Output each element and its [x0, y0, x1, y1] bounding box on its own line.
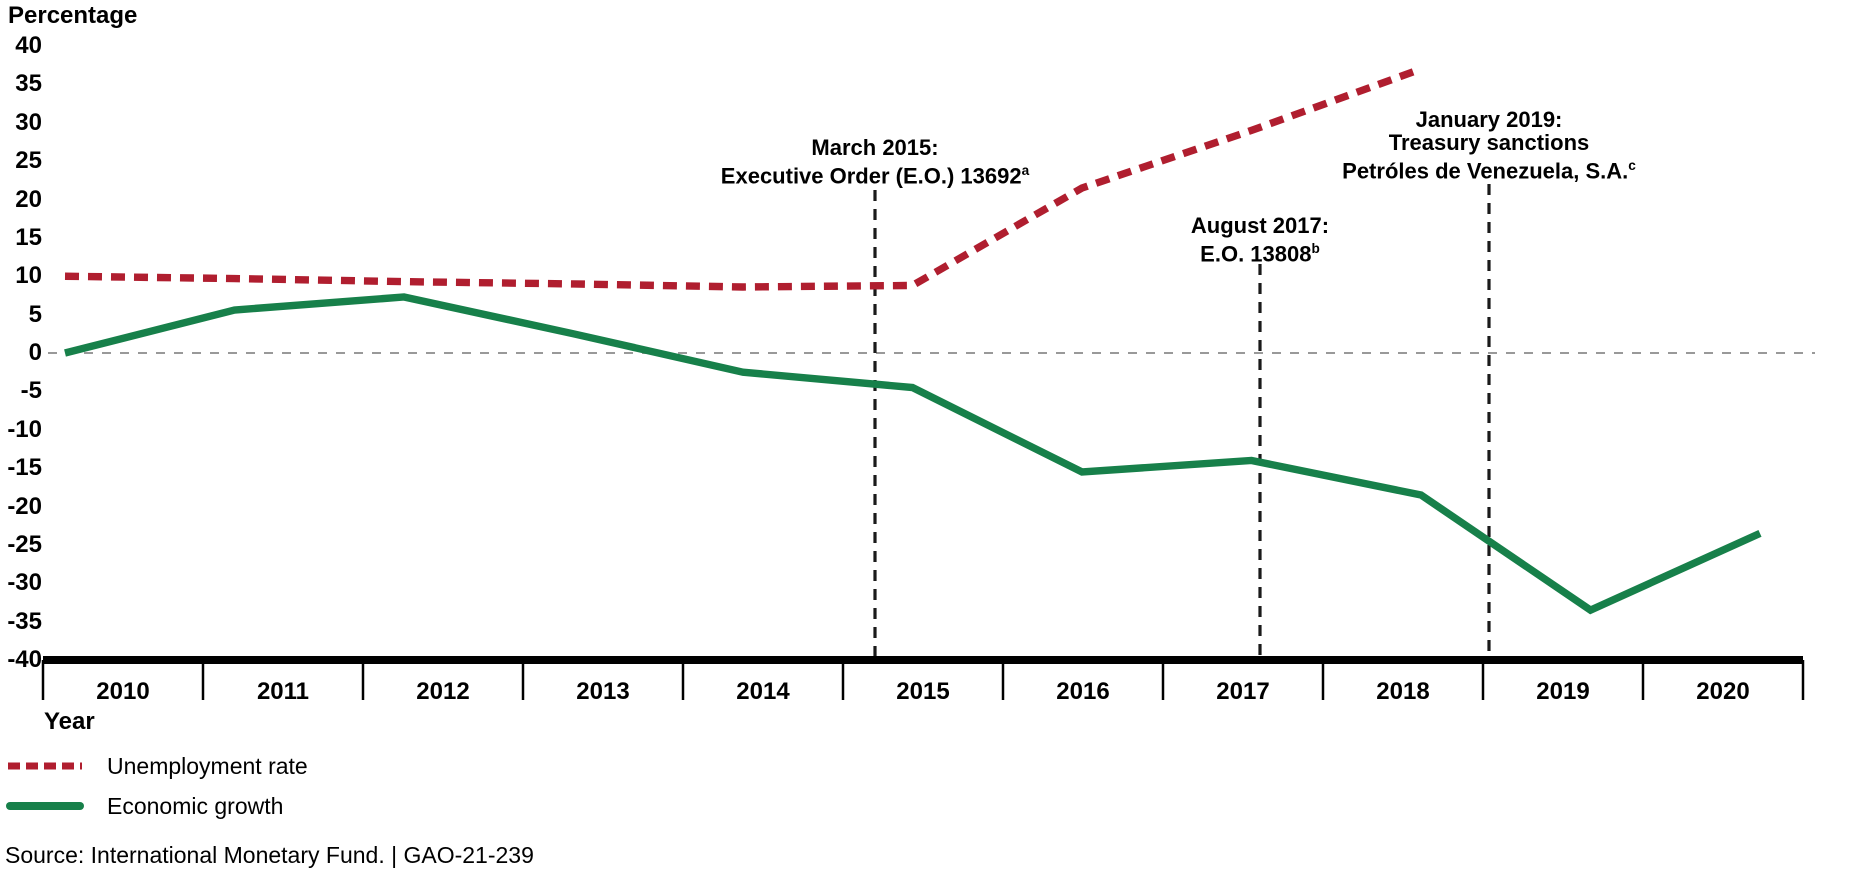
- annotation-january-2019: January 2019: Treasury sanctions Petróle…: [1342, 108, 1636, 182]
- annotation-march-2015: March 2015: Executive Order (E.O.) 13692…: [721, 136, 1029, 187]
- x-axis-year-label: 2017: [1216, 678, 1270, 705]
- x-axis-line: [43, 656, 1803, 664]
- footnote-marker-a: a: [1021, 163, 1030, 178]
- annotation-august-2017: August 2017: E.O. 13808b: [1191, 214, 1329, 265]
- chart-legend: Unemployment rate Economic growth: [5, 746, 308, 826]
- x-axis-year-label: 2010: [96, 678, 150, 705]
- y-axis-tick-label: 40: [15, 32, 42, 59]
- series-line-unemployment-rate: [64, 65, 1423, 291]
- annotation-line: Executive Order (E.O.) 13692a: [720, 163, 1030, 189]
- dashed-line-swatch-icon: [8, 762, 82, 770]
- y-axis-tick-label: -30: [7, 569, 42, 597]
- solid-line-swatch-icon: [6, 802, 84, 810]
- y-axis-tick-label: 0: [28, 339, 42, 366]
- x-axis-year-label: 2020: [1696, 678, 1750, 705]
- x-axis-year-label: 2012: [416, 678, 470, 705]
- y-axis-tick-label: 15: [15, 223, 42, 251]
- footnote-marker-b: b: [1311, 241, 1320, 256]
- legend-item-unemployment-rate: Unemployment rate: [5, 746, 308, 786]
- y-axis-tick-label: 10: [15, 262, 42, 290]
- x-axis-year-label: 2011: [256, 678, 310, 705]
- y-axis-tick-label: -15: [7, 454, 42, 482]
- annotation-line: March 2015:: [811, 135, 939, 160]
- chart-canvas: [41, 65, 1815, 700]
- legend-label: Economic growth: [107, 792, 284, 819]
- y-axis-title: Percentage: [8, 2, 138, 29]
- x-axis-year-label: 2018: [1376, 678, 1430, 705]
- x-axis-year-label: 2019: [1536, 678, 1590, 705]
- x-axis-year-label: 2014: [736, 678, 790, 705]
- y-axis-tick-label: -25: [7, 530, 42, 558]
- y-axis-tick-label: -10: [7, 415, 42, 443]
- x-axis-year-label: 2015: [896, 678, 950, 705]
- y-axis-tick-label: 20: [15, 185, 42, 213]
- x-axis-title: Year: [44, 708, 95, 735]
- y-axis-tick-label: 30: [15, 108, 42, 136]
- footnote-marker-c: c: [1628, 158, 1636, 173]
- legend-item-economic-growth: Economic growth: [5, 786, 308, 826]
- y-axis-tick-label: 35: [15, 70, 42, 98]
- y-axis-tick-label: -5: [20, 377, 42, 405]
- y-axis-tick-label: 5: [28, 300, 42, 328]
- y-axis-tick-label: 25: [15, 147, 42, 175]
- annotation-line: January 2019:: [1415, 107, 1563, 132]
- y-axis-tick-label: -40: [7, 646, 42, 673]
- y-axis-tick-label: -20: [7, 492, 42, 520]
- source-citation: Source: International Monetary Fund. | G…: [5, 842, 534, 868]
- annotation-line: E.O. 13808b: [1200, 241, 1320, 267]
- series-line-economic-growth: [64, 293, 1762, 615]
- x-axis-year-label: 2016: [1056, 678, 1110, 705]
- annotation-line: Petróles de Venezuela, S.A.c: [1342, 158, 1636, 184]
- annotation-line: August 2017:: [1190, 213, 1330, 238]
- x-axis-year-label: 2013: [576, 678, 630, 705]
- legend-label: Unemployment rate: [107, 752, 308, 779]
- annotation-line: Treasury sanctions: [1388, 130, 1590, 155]
- y-axis-tick-label: -35: [7, 607, 42, 635]
